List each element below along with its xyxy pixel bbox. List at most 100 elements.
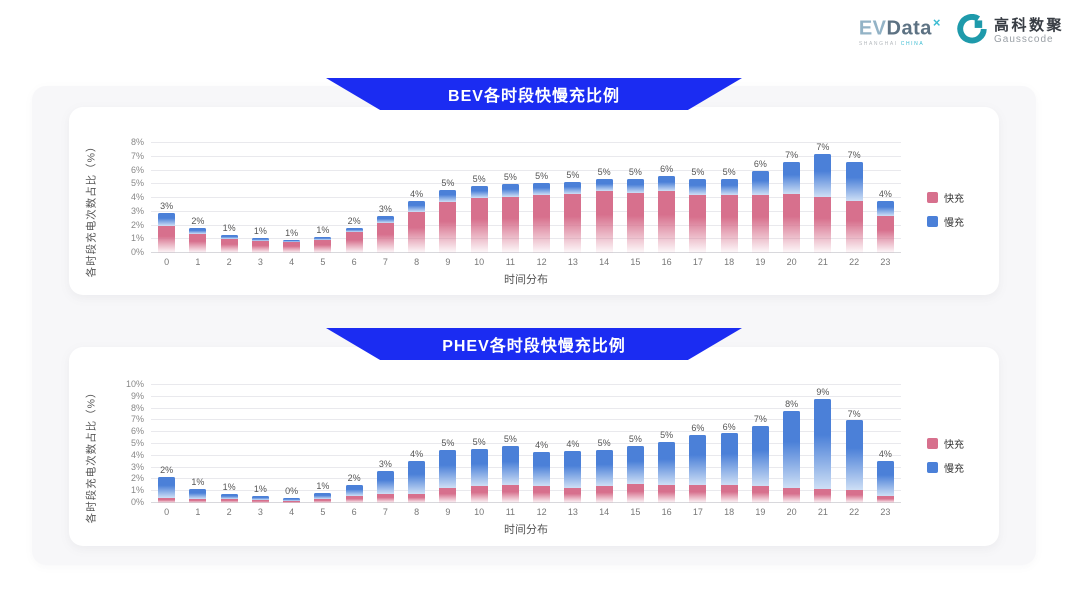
x-tick-label: 16 [661,507,672,517]
y-tick-label: 6% [130,426,144,437]
gausscode-name-en: Gausscode [993,34,1054,46]
bar-total-label: 1% [285,228,299,239]
x-tick-label: 2 [226,257,232,267]
x-tick-label: 8 [414,507,420,517]
x-tick-label: 3 [257,257,263,267]
bar-hour-1: 1% [182,385,213,503]
bar-segment-fast-charge [876,215,894,253]
bar-segment-slow-charge [408,460,426,494]
phev-title-banner: PHEV各时段快慢充比例 [326,328,742,360]
gridline [151,238,901,240]
bev-plot-column: 3% 2% 1% 1% 1% 1% 2% 3% 4% 5% 5% 5% 5% 5% 5% 5% 6% 5% 5% 6%… [151,142,901,287]
bar-total-label: 6% [722,421,736,432]
phev-y-axis-title: 各时段充电次数占比（%） [85,386,98,524]
bar-total-label: 2% [347,472,361,483]
gridline [151,224,901,226]
bar-segment-slow-charge [595,449,613,487]
bar-hour-1: 2% [182,143,213,253]
phev-x-axis-title: 时间分布 [504,524,548,536]
y-tick-label: 0% [130,497,144,507]
bar-segment-fast-charge [439,202,457,253]
gridline [151,155,901,157]
bar-segment-slow-charge [470,185,488,198]
bar-segment-fast-charge [783,487,801,503]
bar-total-label: 5% [722,166,736,177]
x-tick-label: 14 [599,257,610,267]
x-tick-label: 1 [195,507,201,517]
legend-item-slow-charge[interactable]: 慢充 [927,460,999,475]
bar-segment-slow-charge [595,178,613,192]
bar-segment-slow-charge [283,239,301,242]
bar-hour-10: 5% [464,385,495,503]
x-tick-label: 23 [880,507,891,517]
bar-hour-3: 1% [245,143,276,253]
bar-hour-20: 8% [776,385,807,503]
bar-hour-11: 5% [495,385,526,503]
bar-total-label: 5% [503,434,517,445]
bar-total-label: 5% [691,166,705,177]
bar-segment-fast-charge [658,485,676,503]
bar-segment-slow-charge [158,213,176,226]
bar-segment-slow-charge [533,182,551,196]
bar-segment-slow-charge [876,460,894,496]
legend-item-fast-charge[interactable]: 快充 [927,436,999,451]
bar-segment-slow-charge [158,477,176,498]
bar-segment-slow-charge [564,181,582,194]
bar-total-label: 1% [316,481,330,492]
gridline [151,502,901,503]
bar-total-label: 8% [785,399,799,410]
bar-segment-slow-charge [845,420,863,491]
y-tick-label: 7% [130,414,144,425]
bar-segment-slow-charge [720,433,738,486]
phev-plot-area: 2% 1% 1% 1% 0% 1% 2% 3% 4% 5% 5% 5% 4% 4% 5% 5% 5% 6% 6% 7%… [151,384,901,503]
bar-hour-9: 5% [432,143,463,253]
x-tick-label: 1 [195,257,201,267]
legend-item-fast-charge[interactable]: 快充 [927,190,999,205]
x-tick-label: 6 [351,507,357,517]
gridline [151,466,901,468]
x-tick-label: 11 [505,507,516,517]
bar-segment-slow-charge [345,227,363,233]
x-tick-label: 3 [257,507,263,517]
bar-total-label: 7% [785,150,799,161]
bar-segment-fast-charge [314,239,332,253]
x-tick-label: 7 [382,507,388,517]
bar-hour-19: 7% [745,385,776,503]
bar-total-label: 2% [347,215,361,226]
bar-segment-fast-charge [470,486,488,503]
bar-segment-fast-charge [376,222,394,253]
evdata-sub-china: CHINA [900,40,925,47]
bev-y-axis-ticks: 0% 1% 2% 3% 4% 5% 6% 7% 8% [113,138,151,257]
bar-total-label: 3% [378,458,392,469]
gridline [151,169,901,171]
bar-hour-12: 4% [526,385,557,503]
bar-hour-6: 2% [339,143,370,253]
gridline [151,478,901,480]
bar-segment-fast-charge [783,193,801,253]
bar-segment-fast-charge [376,493,394,503]
header: EVData× SHANGHAI CHINA 高科数聚 Gausscode [859,14,1064,49]
x-tick-label: 23 [880,257,891,267]
bar-total-label: 7% [753,414,767,425]
bar-segment-fast-charge [189,233,207,253]
y-tick-label: 5% [130,178,144,189]
legend-label: 慢充 [944,463,964,475]
bar-hour-7: 3% [370,143,401,253]
gausscode-name-cn: 高科数聚 [993,16,1064,34]
legend-swatch [927,461,938,473]
bar-total-label: 4% [535,440,549,451]
x-tick-label: 15 [630,257,641,267]
bar-segment-fast-charge [564,487,582,503]
gausscode-logo: 高科数聚 Gausscode [957,14,1064,49]
phev-chart-card: 各时段充电次数占比（%） 0% 1% 2% 3% 4% 5% 6% 7% 8% 9% 10% 2% 1… [69,347,999,546]
x-tick-label: 9 [445,507,451,517]
bar-segment-slow-charge [314,492,332,500]
evdata-subtitle: SHANGHAI CHINA [859,41,924,47]
legend-swatch [927,191,938,203]
legend-item-slow-charge[interactable]: 慢充 [927,214,999,229]
x-tick-label: 19 [755,507,766,517]
x-tick-label: 19 [755,257,766,267]
bar-total-label: 1% [316,225,330,236]
bar-hour-2: 1% [214,385,245,503]
gridline [151,210,901,212]
